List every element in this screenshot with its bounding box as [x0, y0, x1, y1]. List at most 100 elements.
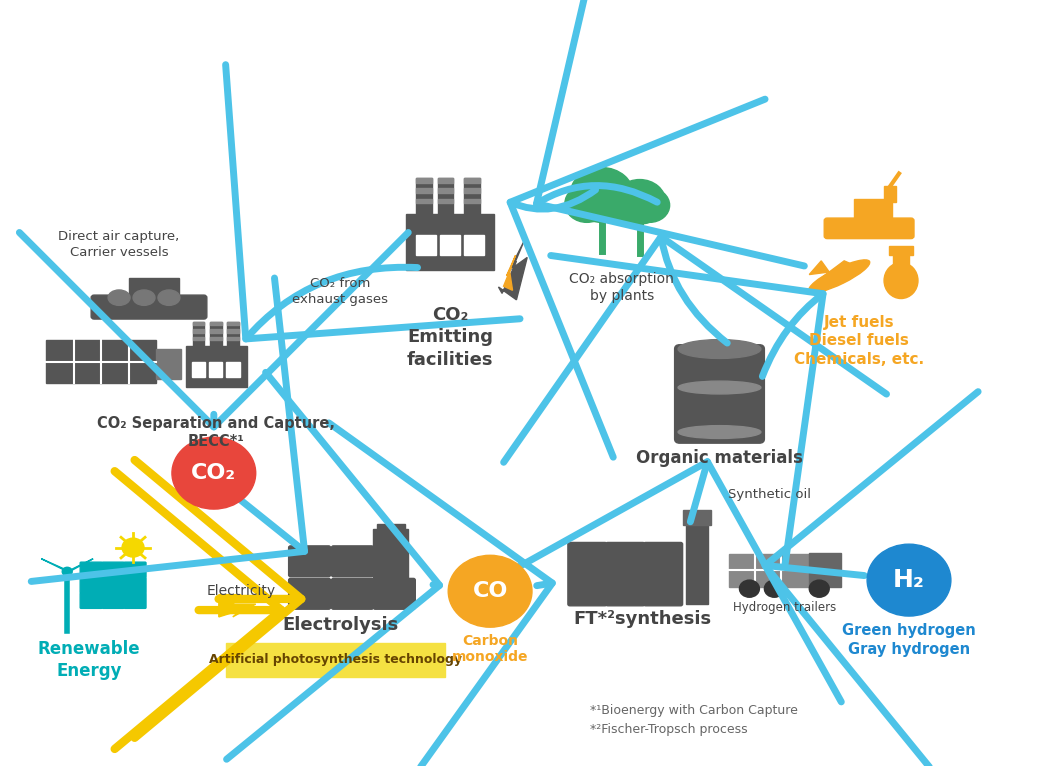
FancyBboxPatch shape	[103, 562, 124, 578]
FancyBboxPatch shape	[675, 345, 764, 444]
Circle shape	[630, 188, 670, 222]
Bar	[889, 247, 913, 255]
Text: H₂: H₂	[893, 568, 925, 592]
Circle shape	[62, 568, 72, 576]
Text: Electricity: Electricity	[206, 584, 275, 598]
Circle shape	[809, 580, 829, 597]
Bar	[416, 234, 436, 255]
Circle shape	[589, 181, 639, 223]
Bar	[809, 553, 841, 587]
Circle shape	[449, 555, 532, 627]
Bar	[440, 234, 460, 255]
Polygon shape	[498, 242, 527, 300]
FancyBboxPatch shape	[80, 578, 103, 593]
Bar	[193, 322, 204, 346]
Bar	[227, 322, 238, 326]
Circle shape	[740, 580, 760, 597]
Bar	[893, 253, 909, 269]
Text: CO₂
Emitting
facilities: CO₂ Emitting facilities	[407, 306, 493, 368]
Polygon shape	[68, 558, 93, 571]
Bar	[193, 362, 205, 377]
Bar	[464, 188, 480, 193]
Ellipse shape	[158, 290, 180, 306]
FancyBboxPatch shape	[289, 578, 330, 609]
Bar	[193, 337, 204, 340]
Text: Carbon
monoxide: Carbon monoxide	[452, 634, 528, 664]
Bar	[193, 329, 204, 332]
Bar	[438, 198, 454, 204]
Bar	[373, 529, 408, 607]
Circle shape	[607, 191, 646, 225]
FancyBboxPatch shape	[606, 542, 644, 606]
Ellipse shape	[884, 263, 918, 299]
FancyBboxPatch shape	[643, 542, 682, 606]
Polygon shape	[41, 558, 68, 571]
Text: Hydrogen trailers: Hydrogen trailers	[733, 601, 836, 614]
Bar	[406, 214, 494, 270]
Circle shape	[122, 538, 144, 557]
Bar	[156, 349, 181, 379]
Bar	[227, 329, 238, 332]
Text: CO₂ Separation and Capture,
BECC*¹: CO₂ Separation and Capture, BECC*¹	[97, 416, 334, 450]
Bar	[193, 322, 204, 326]
Bar	[464, 178, 480, 183]
FancyBboxPatch shape	[124, 593, 146, 608]
Ellipse shape	[108, 290, 130, 306]
Circle shape	[614, 179, 665, 224]
FancyBboxPatch shape	[124, 578, 146, 593]
Text: Renewable
Energy: Renewable Energy	[38, 640, 141, 680]
Bar	[438, 178, 454, 214]
FancyBboxPatch shape	[568, 542, 607, 606]
Bar	[438, 178, 454, 183]
Text: Electrolysis: Electrolysis	[282, 616, 399, 634]
Bar	[416, 178, 432, 183]
Bar	[209, 362, 222, 377]
Bar	[227, 337, 238, 340]
Bar	[464, 198, 480, 204]
Ellipse shape	[678, 339, 761, 358]
Text: Green hydrogen
Gray hydrogen: Green hydrogen Gray hydrogen	[842, 623, 975, 656]
FancyBboxPatch shape	[91, 295, 207, 319]
Bar	[884, 186, 896, 201]
Text: Organic materials: Organic materials	[636, 449, 803, 467]
Bar	[686, 522, 708, 604]
Text: Synthetic oil: Synthetic oil	[728, 488, 810, 501]
Bar	[416, 178, 432, 214]
Bar	[211, 337, 221, 340]
FancyBboxPatch shape	[373, 578, 416, 609]
Bar	[464, 234, 485, 255]
Bar	[729, 555, 809, 587]
FancyBboxPatch shape	[80, 593, 103, 608]
FancyBboxPatch shape	[103, 593, 124, 608]
FancyBboxPatch shape	[824, 218, 914, 239]
Bar	[438, 188, 454, 193]
Ellipse shape	[808, 260, 870, 293]
Text: FT*²synthesis: FT*²synthesis	[573, 610, 712, 628]
Bar	[378, 525, 405, 537]
Polygon shape	[821, 261, 864, 278]
FancyBboxPatch shape	[331, 546, 373, 577]
Text: CO₂ absorption
by plants: CO₂ absorption by plants	[569, 272, 674, 303]
Bar	[464, 178, 480, 214]
Bar	[129, 278, 179, 300]
FancyBboxPatch shape	[331, 578, 373, 609]
Ellipse shape	[678, 426, 761, 438]
Text: Artificial photosynthesis technology: Artificial photosynthesis technology	[209, 653, 462, 666]
Bar	[211, 329, 221, 332]
FancyBboxPatch shape	[289, 546, 330, 577]
Bar	[211, 322, 221, 346]
FancyBboxPatch shape	[80, 562, 103, 578]
Ellipse shape	[133, 290, 154, 306]
Polygon shape	[66, 571, 68, 597]
Bar	[854, 199, 892, 222]
Bar	[186, 346, 247, 387]
Bar	[225, 643, 445, 677]
Polygon shape	[809, 261, 829, 274]
Bar	[682, 510, 711, 525]
Bar	[226, 362, 239, 377]
Circle shape	[172, 437, 256, 509]
Bar	[211, 322, 221, 326]
Circle shape	[565, 185, 608, 222]
FancyBboxPatch shape	[124, 562, 146, 578]
Polygon shape	[504, 255, 515, 290]
